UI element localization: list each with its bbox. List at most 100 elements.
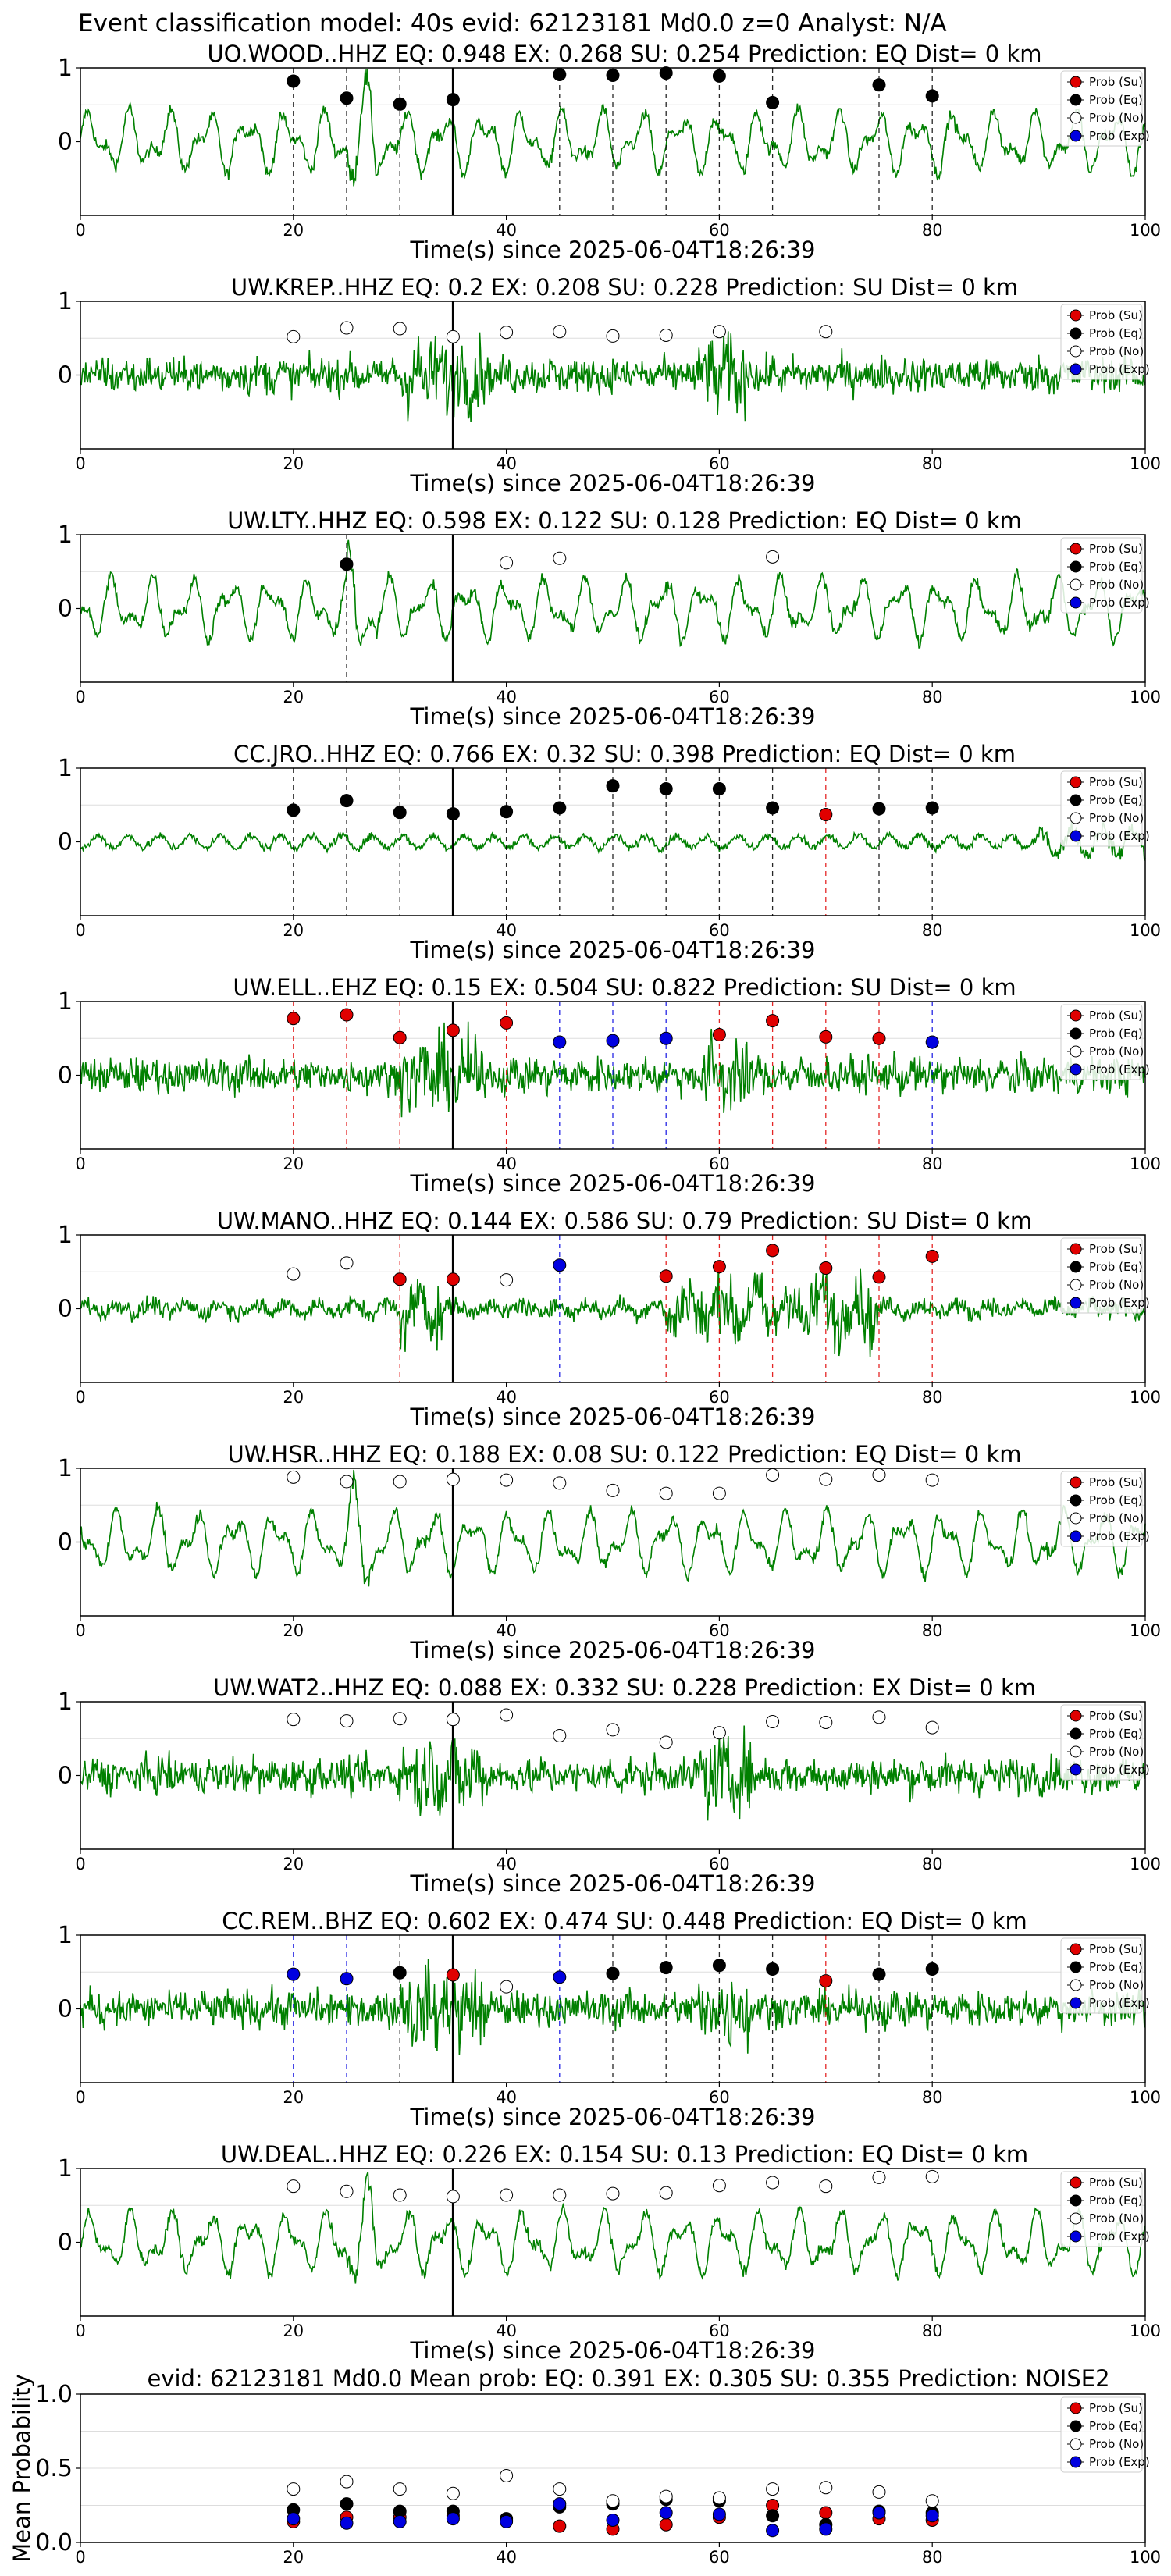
legend-box [1060, 2396, 1143, 2473]
x-tick-label: 100 [1130, 1388, 1161, 1407]
prob-marker-su [872, 1270, 886, 1284]
waveform-trace [80, 1469, 1146, 1587]
x-tick-label: 60 [709, 1388, 730, 1407]
mean-prob-marker-exp [553, 2497, 567, 2511]
legend-label: Prob (Exp) [1089, 1996, 1150, 2010]
prob-marker-eq [500, 805, 514, 819]
legend-marker-eq [1070, 327, 1082, 340]
y-tick-label: 1 [58, 521, 73, 549]
mean-prob-marker-no [446, 2486, 460, 2500]
legend-marker-exp [1070, 1063, 1082, 1076]
legend-marker-exp [1070, 1530, 1082, 1542]
legend-label: Prob (Eq) [1089, 1260, 1143, 1274]
x-tick-label: 100 [1130, 2322, 1161, 2340]
prob-marker-exp [553, 1258, 567, 1272]
legend-marker-exp [1070, 2456, 1082, 2468]
x-axis-label: Time(s) since 2025-06-04T18:26:39 [410, 237, 816, 263]
prob-marker-no [712, 2179, 726, 2193]
legend-label: Prob (Exp) [1089, 829, 1150, 843]
prob-marker-no [340, 1714, 354, 1728]
prob-marker-no [659, 2186, 673, 2200]
prob-marker-eq [606, 779, 620, 793]
prob-marker-eq [393, 1966, 407, 1980]
y-tick-label: 1 [58, 1922, 73, 1949]
prob-marker-eq [340, 557, 354, 571]
prob-marker-eq [712, 1959, 726, 1973]
legend-box [1060, 1704, 1143, 1781]
prob-marker-eq [446, 93, 460, 107]
x-tick-label: 60 [709, 1621, 730, 1640]
x-tick-label: 80 [922, 221, 943, 240]
legend-label: Prob (Su) [1089, 542, 1143, 556]
x-tick-label: 40 [496, 688, 517, 706]
legend-label: Prob (Su) [1089, 1009, 1143, 1023]
prob-marker-eq [659, 66, 673, 80]
x-tick-label: 20 [283, 2548, 304, 2567]
x-tick-label: 40 [496, 2548, 517, 2567]
legend-label: Prob (No) [1089, 2437, 1144, 2451]
prob-marker-eq [553, 68, 567, 82]
y-tick-label: 0 [58, 1763, 73, 1790]
x-tick-label: 80 [922, 921, 943, 940]
axes-frame [80, 534, 1146, 683]
mean-prob-marker-exp [872, 2506, 886, 2520]
legend-label: Prob (Exp) [1089, 1529, 1150, 1543]
x-tick-label: 60 [709, 454, 730, 473]
legend-marker-no [1070, 1745, 1082, 1758]
prob-marker-no [872, 1710, 886, 1724]
y-tick-label: 0 [58, 596, 73, 623]
station-panel: UW.HSR..HHZ EQ: 0.188 EX: 0.08 SU: 0.122… [58, 1441, 1161, 1663]
prob-marker-su [819, 1261, 833, 1276]
prob-marker-no [340, 321, 354, 335]
mean-probability-panel: evid: 62123181 Md0.0 Mean prob: EQ: 0.39… [9, 2365, 1161, 2567]
x-tick-label: 60 [709, 921, 730, 940]
panel-title: UW.KREP..HHZ EQ: 0.2 EX: 0.208 SU: 0.228… [231, 274, 1018, 301]
x-axis-label: Time(s) since 2025-06-04T18:26:39 [410, 937, 816, 963]
legend-label: Prob (Su) [1089, 775, 1143, 789]
y-tick-label: 0 [58, 1062, 73, 1090]
prob-marker-exp [553, 1035, 567, 1049]
legend-label: Prob (Exp) [1089, 1296, 1150, 1310]
legend-label: Prob (Eq) [1089, 1960, 1143, 1974]
y-axis-label: Mean Probability [9, 2374, 35, 2563]
x-tick-label: 20 [283, 1621, 304, 1640]
x-tick-label: 60 [709, 1855, 730, 1873]
prob-marker-no [553, 1728, 567, 1742]
x-axis-label: Time(s) since 2025-06-04T18:26:39 [410, 1637, 816, 1663]
legend-label: Prob (Eq) [1089, 793, 1143, 807]
legend-marker-su [1070, 309, 1082, 322]
prob-marker-su [819, 808, 833, 822]
prob-marker-exp [340, 1972, 354, 1986]
legend-marker-exp [1070, 1997, 1082, 2009]
x-tick-label: 20 [283, 1155, 304, 1173]
prob-marker-eq [872, 78, 886, 92]
legend-label: Prob (No) [1089, 1511, 1144, 1525]
legend-label: Prob (Exp) [1089, 2229, 1150, 2243]
legend-label: Prob (No) [1089, 1044, 1144, 1059]
y-tick-label: 1.0 [35, 2381, 73, 2408]
prob-marker-no [287, 1267, 301, 1281]
x-axis-label: Time(s) since 2025-06-04T18:26:39 [410, 1170, 816, 1197]
legend-marker-eq [1070, 94, 1082, 106]
prob-marker-eq [872, 1967, 886, 1981]
legend-marker-su [1070, 776, 1082, 788]
legend-marker-no [1070, 1979, 1082, 1991]
y-tick-label: 1 [58, 988, 73, 1016]
x-tick-label: 60 [709, 1155, 730, 1173]
panel-title: UO.WOOD..HHZ EQ: 0.948 EX: 0.268 SU: 0.2… [207, 41, 1041, 67]
y-tick-label: 0.5 [35, 2455, 73, 2482]
mean-prob-marker-exp [712, 2507, 726, 2521]
legend-box [1060, 2171, 1143, 2247]
prob-marker-eq [446, 807, 460, 821]
prob-marker-eq [659, 781, 673, 795]
prob-marker-no [819, 1715, 833, 1729]
prob-marker-su [659, 1269, 673, 1283]
prob-marker-no [766, 1468, 780, 1482]
mean-prob-marker-su [659, 2517, 673, 2532]
mean-prob-marker-exp [446, 2512, 460, 2526]
legend-label: Prob (Exp) [1089, 596, 1150, 610]
x-tick-label: 60 [709, 221, 730, 240]
mean-prob-marker-su [819, 2506, 833, 2520]
prob-marker-eq [340, 91, 354, 105]
legend-label: Prob (Exp) [1089, 2455, 1150, 2469]
